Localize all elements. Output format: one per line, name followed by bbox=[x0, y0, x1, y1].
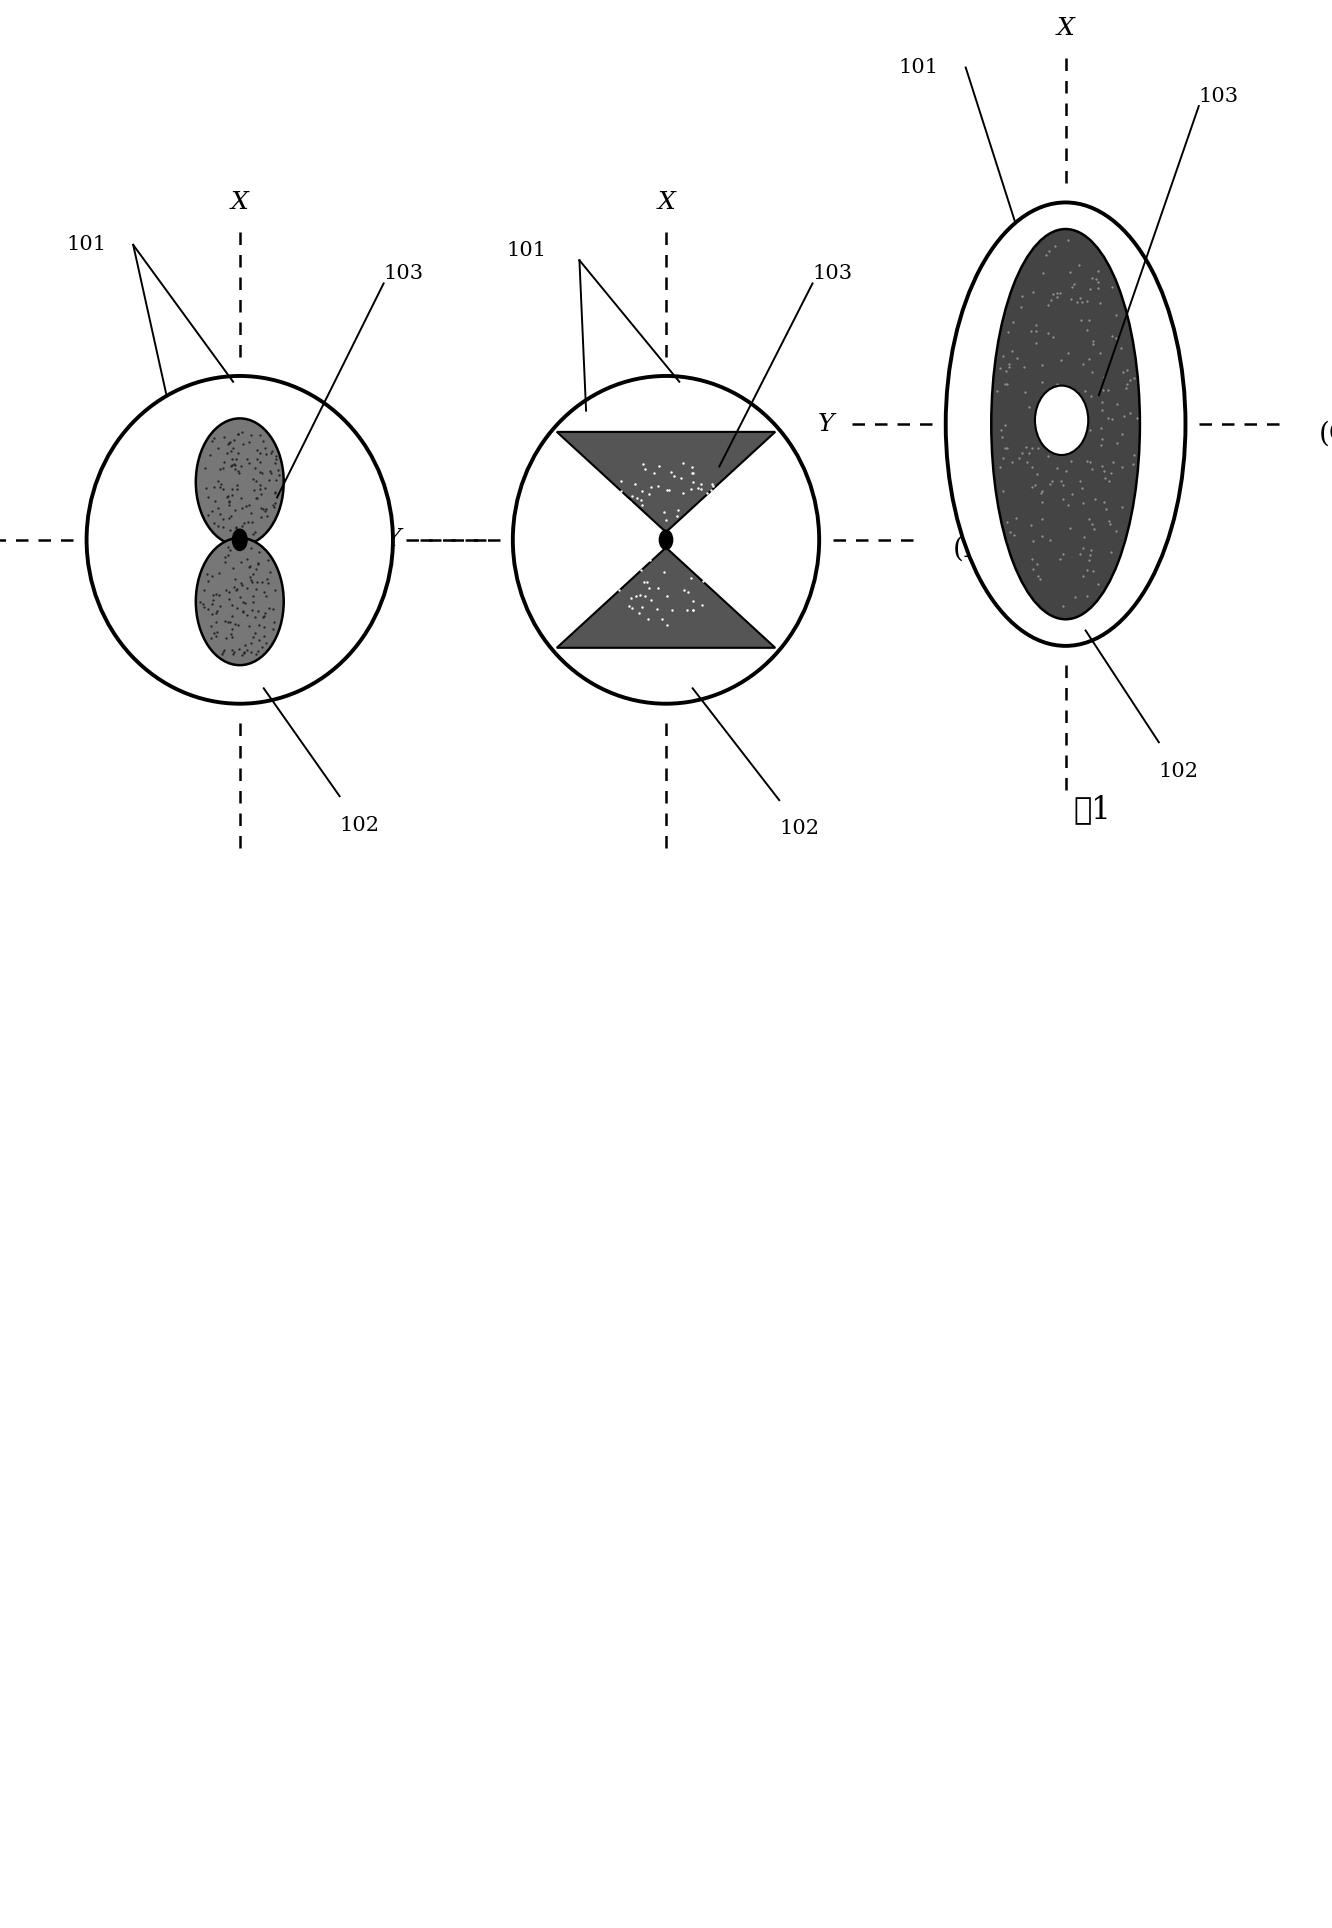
Ellipse shape bbox=[1035, 386, 1088, 455]
Text: 图1: 图1 bbox=[1074, 794, 1111, 825]
Text: X: X bbox=[230, 191, 249, 214]
Text: 102: 102 bbox=[1159, 762, 1199, 781]
Polygon shape bbox=[557, 548, 775, 648]
Ellipse shape bbox=[513, 376, 819, 704]
Ellipse shape bbox=[991, 229, 1140, 619]
Text: X: X bbox=[1056, 17, 1075, 40]
Text: 102: 102 bbox=[779, 819, 819, 839]
Text: (B): (B) bbox=[952, 536, 995, 563]
Ellipse shape bbox=[232, 528, 248, 551]
Text: Y: Y bbox=[385, 528, 401, 551]
Text: 103: 103 bbox=[384, 264, 424, 283]
Text: (A): (A) bbox=[526, 536, 567, 563]
Polygon shape bbox=[557, 432, 775, 532]
Ellipse shape bbox=[946, 202, 1185, 646]
Text: 101: 101 bbox=[506, 241, 546, 260]
Ellipse shape bbox=[659, 530, 673, 549]
Ellipse shape bbox=[87, 376, 393, 704]
Ellipse shape bbox=[196, 538, 284, 665]
Text: Y: Y bbox=[818, 413, 834, 436]
Text: 103: 103 bbox=[1199, 87, 1239, 106]
Text: X: X bbox=[657, 191, 675, 214]
Text: (C): (C) bbox=[1319, 420, 1332, 447]
Text: 101: 101 bbox=[67, 235, 107, 254]
Text: 101: 101 bbox=[899, 58, 939, 77]
Text: 103: 103 bbox=[813, 264, 852, 283]
Text: 102: 102 bbox=[340, 816, 380, 835]
Ellipse shape bbox=[196, 418, 284, 546]
